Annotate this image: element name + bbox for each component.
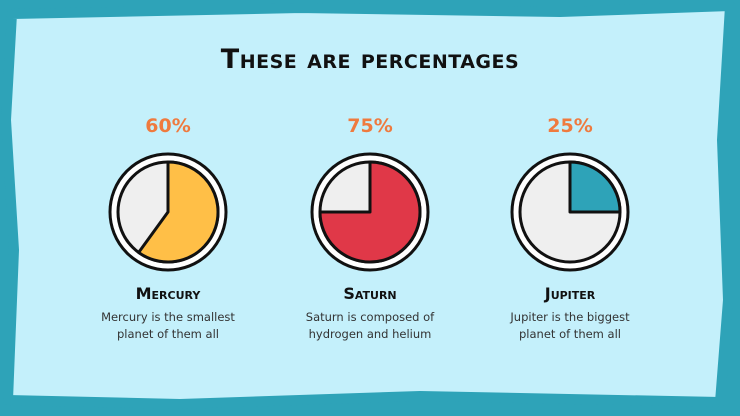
pie-slice-saturn	[318, 160, 422, 264]
percentage-label: 25%	[547, 115, 593, 137]
planet-description: Saturn is composed of hydrogen and heliu…	[280, 309, 460, 343]
description-line: Jupiter is the biggest	[510, 310, 630, 324]
card-jupiter: 25% Jupiter Jupiter is the biggest plane…	[480, 112, 660, 343]
card-saturn: 75% Saturn Saturn is composed of hydroge…	[280, 112, 460, 343]
description-line: Saturn is composed of	[305, 310, 435, 324]
page-title: These are percentages	[220, 44, 520, 75]
planet-description: Mercury is the smallest planet of them a…	[78, 309, 258, 343]
description-line: Mercury is the smallest	[101, 310, 235, 324]
description-line: planet of them all	[117, 327, 219, 341]
pie-slice-jupiter	[568, 160, 622, 214]
planet-description: Jupiter is the biggest planet of them al…	[480, 309, 660, 343]
description-line: hydrogen and helium	[308, 327, 432, 341]
percentage-label: 75%	[347, 115, 393, 137]
card-mercury: 60% Mercury Mercury is the smallest plan…	[78, 112, 258, 343]
planet-name: Saturn	[343, 284, 397, 303]
planet-name: Mercury	[135, 284, 201, 303]
pie-chart-jupiter	[510, 152, 630, 272]
percentage-label: 60%	[145, 115, 191, 137]
planet-name: Jupiter	[544, 284, 596, 303]
pie-chart-saturn	[310, 152, 430, 272]
pie-slice-mercury	[137, 160, 220, 264]
description-line: planet of them all	[519, 327, 621, 341]
pie-chart-mercury	[108, 152, 228, 272]
